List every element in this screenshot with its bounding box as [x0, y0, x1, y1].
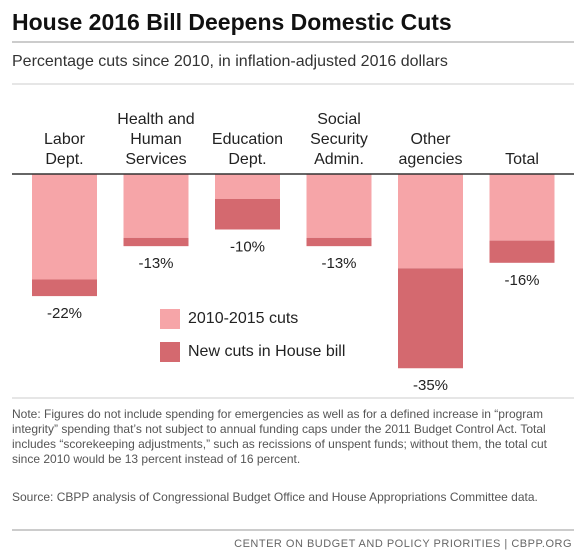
bar-segment [215, 174, 280, 199]
x-tick-label: Human [130, 131, 182, 148]
legend-label: New cuts in House bill [188, 343, 345, 360]
bar-segment [123, 237, 189, 247]
x-tick-label: Labor [44, 131, 86, 148]
source: Source: CBPP analysis of Congressional B… [12, 490, 538, 504]
bar-segment [489, 240, 555, 263]
x-tick-label: agencies [398, 151, 462, 168]
x-tick-label: Other [410, 131, 451, 148]
legend-swatch [160, 309, 180, 329]
total-label: -16% [504, 272, 539, 289]
legend-swatch [160, 342, 180, 362]
x-tick-label: Health and [117, 111, 194, 128]
x-tick-label: Dept. [45, 151, 83, 168]
bar-segment [489, 174, 555, 241]
x-tick-label: Social [317, 111, 361, 128]
bar-segment [123, 174, 189, 238]
bar-segment [398, 174, 463, 269]
total-label: -10% [230, 238, 265, 255]
bar-segment [32, 279, 97, 297]
footer: CENTER ON BUDGET AND POLICY PRIORITIES |… [234, 538, 572, 550]
legend-label: 2010-2015 cuts [188, 310, 298, 327]
x-tick-label: Admin. [314, 151, 364, 168]
bar-segment [32, 174, 97, 280]
x-tick-label: Services [125, 151, 186, 168]
total-label: -22% [47, 305, 82, 322]
x-tick-label: Dept. [228, 151, 266, 168]
bar-segment [306, 174, 372, 238]
total-label: -13% [138, 255, 173, 272]
total-label: -35% [413, 377, 448, 394]
x-tick-label: Security [310, 131, 368, 148]
bar-segment [215, 198, 280, 230]
total-label: -13% [321, 255, 356, 272]
note: Note: Figures do not include spending fo… [12, 407, 547, 466]
chart-subtitle: Percentage cuts since 2010, in inflation… [12, 53, 448, 70]
bar-segment [306, 237, 372, 247]
bar-segment [398, 268, 463, 369]
x-tick-label: Education [212, 131, 283, 148]
chart-title: House 2016 Bill Deepens Domestic Cuts [12, 9, 452, 35]
x-tick-label: Total [505, 151, 539, 168]
